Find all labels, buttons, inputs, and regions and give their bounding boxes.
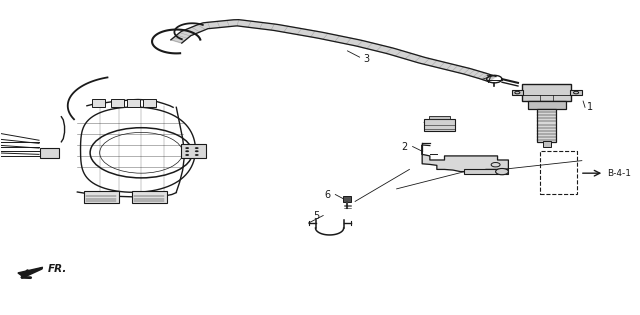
Text: FR.: FR. [48, 264, 67, 274]
Polygon shape [422, 146, 508, 172]
Circle shape [495, 169, 508, 175]
Bar [84, 191, 119, 203]
Bar [111, 100, 124, 107]
Text: B-4-1: B-4-1 [607, 169, 631, 178]
Bar [429, 116, 451, 119]
Text: 5: 5 [314, 210, 320, 220]
Bar [540, 151, 577, 193]
Bar [132, 191, 167, 203]
Text: 3: 3 [364, 54, 369, 64]
Bar [511, 90, 523, 95]
Bar [464, 169, 508, 174]
Bar [543, 141, 550, 146]
Circle shape [185, 150, 189, 152]
Text: 2: 2 [402, 141, 408, 152]
Bar [424, 119, 455, 131]
Text: 1: 1 [587, 102, 593, 112]
Polygon shape [18, 267, 43, 277]
Text: 4: 4 [429, 119, 435, 129]
Circle shape [195, 154, 198, 156]
Polygon shape [171, 20, 496, 82]
Text: 6: 6 [324, 190, 331, 199]
Circle shape [185, 147, 189, 149]
Bar [40, 148, 60, 158]
Text: 7: 7 [485, 75, 492, 85]
Circle shape [195, 150, 198, 152]
Bar [537, 109, 556, 142]
Bar [527, 101, 566, 109]
Bar [127, 100, 140, 107]
Circle shape [185, 154, 189, 156]
Bar [570, 90, 582, 95]
Bar [343, 196, 351, 202]
Bar [181, 144, 205, 158]
Bar [143, 100, 156, 107]
Bar [92, 100, 105, 107]
Circle shape [195, 147, 198, 149]
Bar [522, 84, 571, 101]
